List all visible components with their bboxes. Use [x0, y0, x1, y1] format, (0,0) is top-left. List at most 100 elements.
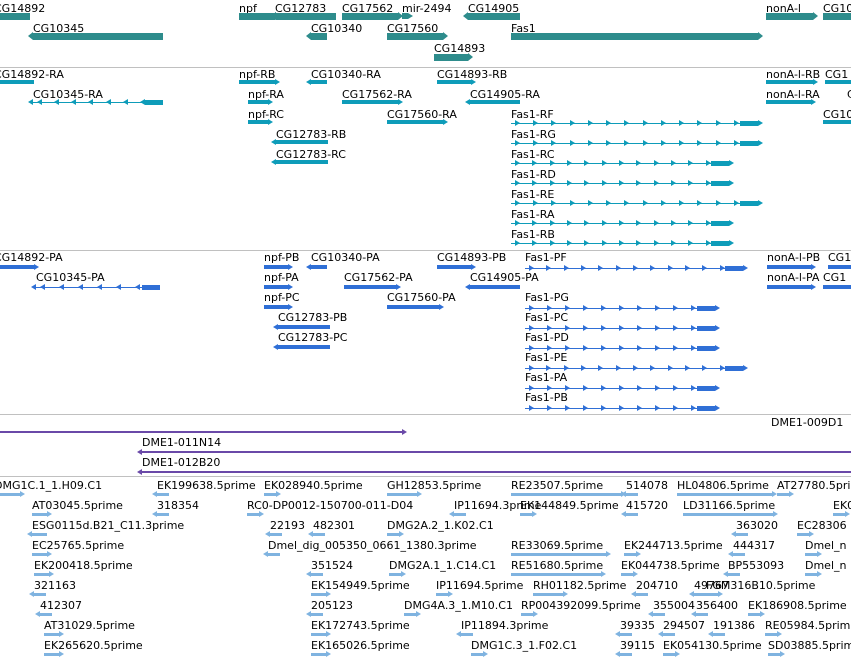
est-label[interactable]: EC25765.5prime [32, 539, 125, 552]
est-label[interactable]: EK199638.5prime [157, 479, 256, 492]
transcript-bar[interactable] [511, 183, 729, 184]
est-bar[interactable] [311, 593, 326, 596]
gene-label[interactable]: CG10345 [33, 22, 85, 35]
protein-label[interactable]: Fas1-PG [525, 291, 569, 304]
est-label[interactable]: 355004 [653, 599, 695, 612]
est-label[interactable]: AT27780.5prime [777, 479, 851, 492]
gene-bar[interactable] [766, 13, 813, 20]
clone-bar[interactable] [0, 431, 402, 433]
transcript-bar[interactable] [387, 120, 443, 124]
protein-bar[interactable] [525, 348, 715, 349]
est-label[interactable]: 363020 [736, 519, 778, 532]
est-bar[interactable] [311, 573, 323, 576]
gene-label[interactable]: Fas1 [511, 22, 536, 35]
est-label[interactable]: EK144849.5prime [520, 499, 619, 512]
est-bar[interactable] [387, 533, 399, 536]
gene-bar[interactable] [434, 54, 468, 61]
protein-label[interactable]: npf-PC [264, 291, 300, 304]
est-bar[interactable] [247, 513, 259, 516]
est-bar[interactable] [0, 493, 20, 496]
transcript-label[interactable]: Fas1-RG [511, 128, 556, 141]
est-label[interactable]: RP004392099.5prime [521, 599, 641, 612]
gene-label[interactable]: CG10 [823, 2, 851, 15]
gene-bar[interactable] [342, 13, 398, 20]
transcript-label[interactable]: CG12783-RB [276, 128, 347, 141]
gene-bar[interactable] [511, 33, 758, 40]
est-bar[interactable] [736, 533, 748, 536]
est-bar[interactable] [805, 553, 817, 556]
transcript-bar[interactable] [33, 102, 163, 103]
transcript-bar[interactable] [511, 163, 729, 164]
protein-bar[interactable] [264, 305, 288, 309]
protein-bar[interactable] [767, 285, 811, 289]
est-label[interactable]: EK244713.5prime [624, 539, 723, 552]
est-bar[interactable] [270, 533, 282, 536]
transcript-label[interactable]: CG14892-RA [0, 68, 64, 81]
transcript-label[interactable]: CG17560-RA [387, 108, 457, 121]
est-bar[interactable] [620, 633, 632, 636]
protein-bar[interactable] [525, 408, 715, 409]
est-label[interactable]: 444317 [733, 539, 775, 552]
protein-bar[interactable] [470, 285, 520, 289]
protein-bar[interactable] [311, 265, 327, 269]
est-bar[interactable] [777, 493, 789, 496]
est-bar[interactable] [620, 653, 632, 656]
transcript-label[interactable]: nonA-l-RB [766, 68, 821, 81]
clone-label[interactable]: DME1-011N14 [142, 436, 222, 449]
gene-bar[interactable] [239, 13, 275, 20]
est-bar[interactable] [44, 633, 59, 636]
est-label[interactable]: Dmel_dig_005350_0661_1380.3prime [268, 539, 477, 552]
transcript-label[interactable]: CG10340-RA [311, 68, 381, 81]
est-bar[interactable] [833, 513, 845, 516]
est-label[interactable]: EK265620.5prime [44, 639, 143, 652]
est-label[interactable]: 39115 [620, 639, 655, 652]
est-bar[interactable] [511, 493, 621, 496]
transcript-bar[interactable] [437, 80, 471, 84]
transcript-label[interactable]: C [847, 88, 851, 101]
gene-label[interactable]: CG14905 [468, 2, 520, 15]
est-label[interactable]: EK044738.5prime [621, 559, 720, 572]
est-label[interactable]: 415720 [626, 499, 668, 512]
transcript-bar[interactable] [0, 80, 34, 84]
est-label[interactable]: AT03045.5prime [32, 499, 123, 512]
protein-label[interactable]: CG14893-PB [437, 251, 507, 264]
est-label[interactable]: AT31029.5prime [44, 619, 135, 632]
protein-label[interactable]: Fas1-PE [525, 351, 568, 364]
transcript-bar[interactable] [239, 80, 275, 84]
est-label[interactable]: BP553093 [728, 559, 785, 572]
est-label[interactable]: 191386 [713, 619, 755, 632]
est-bar[interactable] [157, 513, 169, 516]
protein-label[interactable]: CG17562-PA [344, 271, 413, 284]
est-bar[interactable] [797, 533, 809, 536]
est-bar[interactable] [311, 653, 326, 656]
clone-label[interactable]: DME1-012B20 [142, 456, 221, 469]
est-bar[interactable] [706, 593, 718, 596]
protein-label[interactable]: CG10345-PA [36, 271, 105, 284]
est-bar[interactable] [765, 633, 777, 636]
est-bar[interactable] [511, 553, 606, 556]
est-label[interactable]: 514078 [626, 479, 668, 492]
est-bar[interactable] [626, 513, 638, 516]
est-bar[interactable] [34, 573, 49, 576]
est-label[interactable]: 49767 [694, 579, 729, 592]
gene-bar[interactable] [387, 33, 443, 40]
est-bar[interactable] [621, 573, 633, 576]
protein-label[interactable]: CG14892-PA [0, 251, 63, 264]
est-label[interactable]: 321163 [34, 579, 76, 592]
est-bar[interactable] [728, 573, 740, 576]
protein-bar[interactable] [278, 345, 330, 349]
gene-bar[interactable] [33, 33, 163, 40]
transcript-label[interactable]: CG10 [823, 108, 851, 121]
protein-label[interactable]: CG17560-PA [387, 291, 456, 304]
est-bar[interactable] [311, 633, 326, 636]
est-bar[interactable] [624, 553, 636, 556]
est-label[interactable]: 294507 [663, 619, 705, 632]
protein-label[interactable]: nonA-l-PA [767, 271, 820, 284]
transcript-bar[interactable] [825, 80, 851, 84]
protein-bar[interactable] [525, 268, 743, 269]
gene-label[interactable]: CG14892 [0, 2, 46, 15]
est-label[interactable]: DMG1C.3_1.F02.C1 [471, 639, 578, 652]
est-bar[interactable] [694, 593, 706, 596]
est-label[interactable]: EK028940.5prime [264, 479, 363, 492]
est-label[interactable]: SD03885.5prime [768, 639, 851, 652]
